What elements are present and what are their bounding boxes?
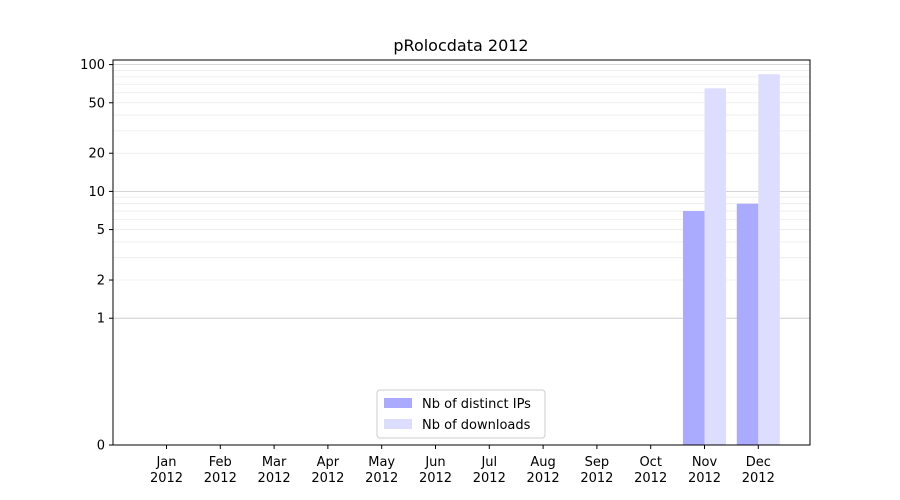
y-tick-label: 1: [97, 312, 105, 327]
y-tick-label: 0: [97, 439, 105, 454]
y-tick-label: 10: [88, 185, 105, 200]
x-tick-label: Apr 2012: [311, 455, 344, 486]
legend-swatch-downloads: [384, 419, 412, 429]
bar: [758, 74, 780, 445]
y-tick-label: 20: [88, 147, 105, 162]
x-tick-label: Jun 2012: [419, 455, 452, 486]
y-tick-label: 2: [97, 274, 105, 289]
x-tick-label: Dec 2012: [742, 455, 775, 486]
x-tick-label: Aug 2012: [527, 455, 560, 486]
x-tick-label: Nov 2012: [688, 455, 721, 486]
y-tick-label: 5: [97, 223, 105, 238]
legend: Nb of distinct IPs Nb of downloads: [376, 389, 546, 439]
y-tick-label: 50: [88, 96, 105, 111]
bar: [736, 203, 759, 445]
legend-label-ips: Nb of distinct IPs: [422, 397, 531, 412]
legend-swatch-ips: [384, 398, 412, 408]
y-axis: 0 1 2 5 10 20 50 100: [80, 58, 113, 454]
x-tick-label: Mar 2012: [258, 455, 291, 486]
x-tick-label: Feb 2012: [204, 455, 237, 486]
x-axis: Jan 2012 Feb 2012 Mar 2012 Apr 2012 May 2012 Jun 20…: [150, 445, 775, 486]
plot-frame: [112, 59, 811, 446]
legend-box: [376, 389, 546, 439]
bars: [683, 74, 780, 446]
bar: [704, 88, 726, 446]
x-tick-label: Sep 2012: [580, 455, 613, 486]
x-tick-label: Jul 2012: [473, 455, 506, 486]
y-tick-label: 100: [80, 58, 105, 73]
legend-label-downloads: Nb of downloads: [422, 418, 531, 433]
chart-title: pRolocdata 2012: [393, 36, 528, 55]
x-tick-label: May 2012: [365, 455, 398, 486]
x-tick-label: Oct 2012: [634, 455, 667, 486]
x-tick-label: Jan 2012: [150, 455, 183, 486]
bar: [683, 211, 705, 445]
grid-lines: [113, 64, 810, 319]
